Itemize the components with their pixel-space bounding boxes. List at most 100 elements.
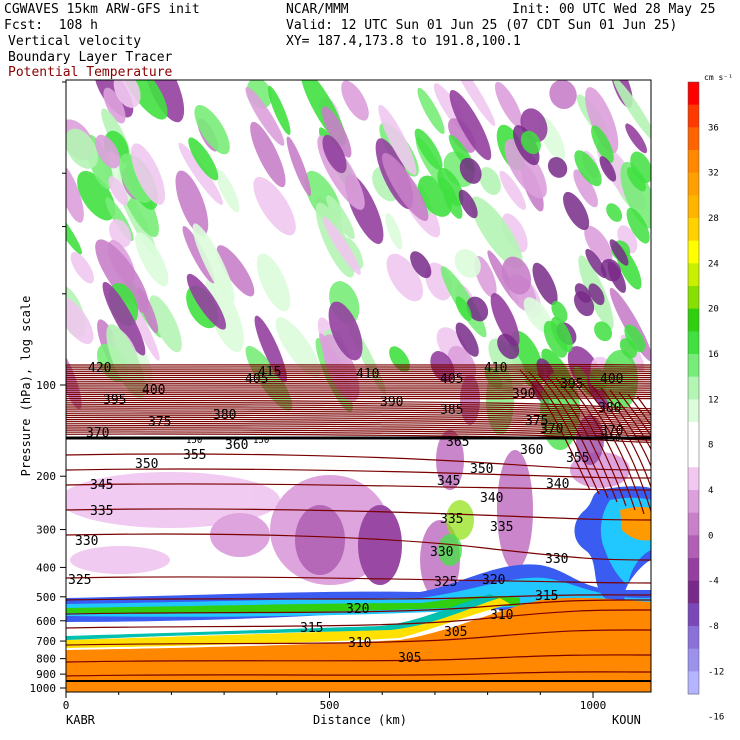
wave-streak xyxy=(135,232,169,287)
colorbar-tick-label: 4 xyxy=(708,486,713,496)
theta-label: 335 xyxy=(490,520,513,535)
isentrope-lower xyxy=(66,594,651,601)
colorbar-swatch xyxy=(688,286,699,310)
isentrope-lower xyxy=(66,599,651,615)
isentrope-upper xyxy=(66,397,651,400)
wave-streak xyxy=(186,273,227,330)
organization: NCAR/MMM xyxy=(286,2,349,17)
theta-label: 315 xyxy=(535,589,558,604)
isentrope-lower xyxy=(66,533,651,561)
theta-label: 380 xyxy=(213,408,236,423)
colorbar-swatch xyxy=(688,603,699,627)
wave-streak-strong xyxy=(606,203,623,222)
theta-label: 385 xyxy=(440,403,463,418)
wave-streak xyxy=(499,170,526,210)
isentrope-steep xyxy=(627,393,651,426)
boundary-layer-orange-layer xyxy=(66,594,651,692)
valid-time: Valid: 12 UTC Sun 01 Jun 25 (07 CDT Sun … xyxy=(286,18,678,33)
wave-streak xyxy=(322,216,361,275)
isentrope-upper xyxy=(66,395,651,398)
wave-streak xyxy=(77,170,116,221)
isentrope-upper xyxy=(66,425,651,435)
theta-label: 400 xyxy=(600,372,623,387)
init-time: Init: 00 UTC Wed 28 May 25 xyxy=(512,2,716,17)
theta-label: 360 xyxy=(520,443,543,458)
theta-label: 415 xyxy=(258,365,281,380)
forecast-hour: Fcst: 108 h xyxy=(4,18,98,33)
isentrope-steep xyxy=(537,373,609,499)
colorbar-tick-label: 24 xyxy=(708,259,719,269)
wave-streak xyxy=(70,252,94,284)
wave-streak xyxy=(504,139,547,199)
wave-streak xyxy=(267,85,291,135)
wave-streak-strong xyxy=(588,283,605,306)
isentrope-steep xyxy=(591,385,651,489)
theta-label: 390 xyxy=(512,387,535,402)
wave-streak xyxy=(143,80,185,123)
theta-label: 420 xyxy=(88,361,111,376)
colorbar-frame xyxy=(687,81,700,695)
colorbar-tick-label: 20 xyxy=(708,305,719,315)
wave-streak xyxy=(216,245,255,297)
x-tick-label: 500 xyxy=(320,699,340,712)
theta-label: 375 xyxy=(525,414,548,429)
wave-streak-strong xyxy=(607,261,627,293)
wave-streak xyxy=(194,105,230,155)
isentrope-upper xyxy=(66,366,651,368)
wave-streak xyxy=(192,223,235,303)
wave-streak-strong xyxy=(547,157,568,178)
wave-streak xyxy=(573,169,598,208)
colorbar-tick-label: -12 xyxy=(708,667,724,677)
wave-streak xyxy=(175,170,209,236)
y-tick-label: 1000 xyxy=(30,682,57,695)
colorbar-swatch xyxy=(688,240,699,264)
wave-streak-strong xyxy=(458,189,478,219)
colorbar-swatch xyxy=(688,535,699,559)
tropopause-label: 150 xyxy=(186,436,202,446)
wave-streak xyxy=(253,176,296,236)
isentrope-upper xyxy=(66,414,651,424)
wave-streak xyxy=(102,281,146,356)
colorbar-swatch xyxy=(688,104,699,128)
wave-streak xyxy=(501,256,532,295)
colorbar-swatch xyxy=(688,512,699,536)
isentrope-lower xyxy=(66,671,651,677)
theta-label: 405 xyxy=(440,372,463,387)
wave-streak xyxy=(341,80,369,121)
wave-streak xyxy=(149,295,182,353)
theta-label: 305 xyxy=(398,651,421,666)
wave-streak xyxy=(66,163,84,223)
y-tick-label: 100 xyxy=(36,379,56,392)
wave-streak xyxy=(250,121,286,188)
isentrope-upper xyxy=(66,376,651,379)
colorbar-swatch xyxy=(688,263,699,287)
wave-streak-strong xyxy=(626,167,646,192)
wave-streak-strong xyxy=(520,130,541,155)
theta-label: 360 xyxy=(225,438,248,453)
colorbar-swatch xyxy=(688,648,699,672)
theta-label: 410 xyxy=(484,361,507,376)
theta-label: 380 xyxy=(598,401,621,416)
isentrope-upper xyxy=(66,382,651,385)
wave-streak xyxy=(256,253,291,312)
theta-label: 395 xyxy=(103,393,126,408)
wave-streak-strong xyxy=(591,125,614,163)
cross-section-coords: XY= 187.4,173.8 to 191.8,100.1 xyxy=(286,34,521,49)
wave-streak xyxy=(326,195,355,240)
wave-streak xyxy=(254,315,287,383)
wave-streak xyxy=(130,143,166,205)
wave-streak xyxy=(204,277,244,353)
colorbar-tick-label: 8 xyxy=(708,441,713,451)
isentrope-upper xyxy=(66,433,651,443)
colorbar-swatch xyxy=(688,467,699,491)
colorbar-swatch xyxy=(688,172,699,196)
isentrope-upper xyxy=(66,372,651,375)
isentrope-upper xyxy=(66,380,651,383)
wave-streak-strong xyxy=(609,239,629,266)
wave-streak xyxy=(137,287,159,334)
isentrope-upper xyxy=(66,410,651,420)
theta-label: 325 xyxy=(68,573,91,588)
isentrope-steep xyxy=(555,377,627,507)
colorbar-tick-label: 0 xyxy=(708,531,713,541)
